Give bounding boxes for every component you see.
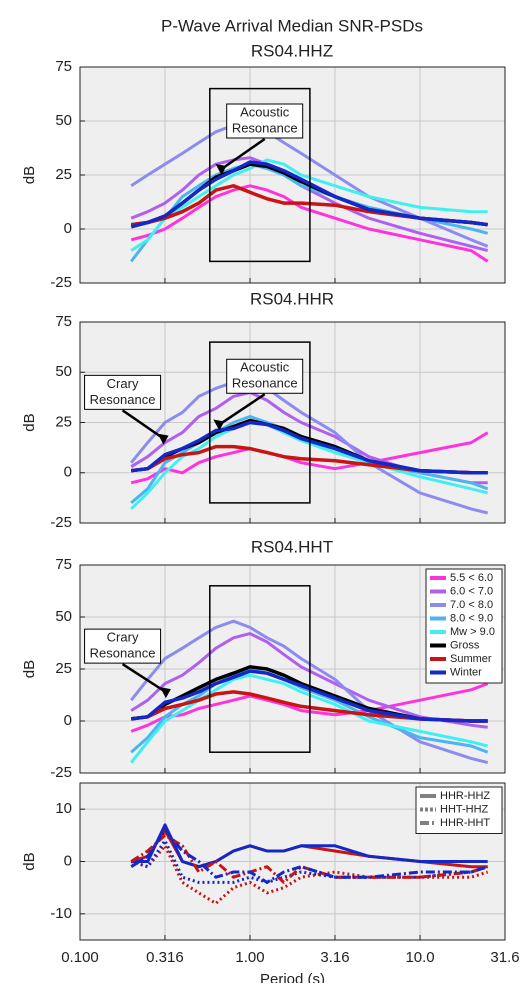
data-line xyxy=(130,632,488,729)
y-tick-label: 50 xyxy=(55,608,72,625)
legend-box xyxy=(425,568,503,684)
y-tick-label: 25 xyxy=(55,660,72,677)
annotation-text: Resonance xyxy=(232,376,298,391)
y-tick-label: -25 xyxy=(50,514,72,531)
data-line xyxy=(130,420,488,475)
legend-label: Gross xyxy=(450,639,480,651)
data-line xyxy=(130,673,489,764)
y-tick-label: 0 xyxy=(64,712,72,729)
legend-label: 5.5 < 6.0 xyxy=(450,572,493,584)
x-tick-label: 0.100 xyxy=(61,949,99,966)
annotation-box xyxy=(226,103,304,139)
legend-label: HHR-HHT xyxy=(440,817,490,829)
annotation-arrow xyxy=(121,409,165,440)
x-tick-label: 10.0 xyxy=(405,949,434,966)
legend-label: 6.0 < 7.0 xyxy=(450,585,493,597)
legend-label: Winter xyxy=(450,666,482,678)
y-tick-label: 75 xyxy=(55,556,72,573)
annotation-box xyxy=(226,358,304,394)
annotation-arrowhead xyxy=(215,164,227,175)
legend-label: HHR-HHZ xyxy=(440,790,490,802)
y-tick-label: 0 xyxy=(64,220,72,237)
y-axis-label: dB xyxy=(21,852,38,870)
legend-label: HHT-HHZ xyxy=(440,803,489,815)
y-tick-label: 75 xyxy=(55,58,72,75)
axes-frame xyxy=(79,321,506,524)
plot-lines xyxy=(130,380,489,515)
x-tick-label: 1.00 xyxy=(235,949,264,966)
annotation-box xyxy=(84,374,162,410)
y-tick-label: 50 xyxy=(55,112,72,129)
axes-frame xyxy=(79,564,506,774)
annotation-text: Resonance xyxy=(232,120,298,135)
legend-label: Mw > 9.0 xyxy=(450,626,495,638)
data-line xyxy=(130,444,488,475)
y-tick-label: 75 xyxy=(55,313,72,330)
y-tick-label: 25 xyxy=(55,166,72,183)
annotation-box xyxy=(84,628,162,664)
annotation-arrowhead xyxy=(159,687,171,699)
x-tick-label: 0.316 xyxy=(146,949,184,966)
annotation-text: Crary xyxy=(107,630,139,645)
annotation-arrow xyxy=(220,137,266,171)
x-tick-label: 31.6 xyxy=(490,949,519,966)
highlight-box xyxy=(209,87,311,263)
data-line xyxy=(130,690,488,723)
legend-label: 7.0 < 8.0 xyxy=(450,599,493,611)
x-axis-label: Period (s) xyxy=(260,971,325,983)
plot-lines xyxy=(130,119,489,263)
data-line xyxy=(130,669,488,723)
plot-lines xyxy=(130,619,489,765)
data-line xyxy=(130,156,489,253)
y-axis-label: dB xyxy=(21,166,38,184)
y-tick-label: 0 xyxy=(64,464,72,481)
annotation-arrowhead xyxy=(213,419,225,431)
annotation-arrow xyxy=(121,663,167,694)
y-axis-label: dB xyxy=(21,413,38,431)
y-tick-label: -25 xyxy=(50,274,72,291)
plot-lines xyxy=(130,823,489,905)
x-tick-label: 3.16 xyxy=(320,949,349,966)
data-line xyxy=(131,823,488,869)
data-line xyxy=(130,844,489,905)
data-line xyxy=(130,160,488,229)
highlight-box xyxy=(209,585,311,753)
y-tick-label: -25 xyxy=(50,764,72,781)
annotation-text: Acoustic xyxy=(240,104,290,119)
axes-frame xyxy=(79,66,506,284)
legend-label: Summer xyxy=(450,653,492,665)
annotation-text: Crary xyxy=(107,376,139,391)
y-tick-label: 25 xyxy=(55,413,72,430)
panel-title: RS04.HHR xyxy=(250,289,334,308)
panel-title: RS04.HHT xyxy=(251,537,333,556)
panel-title: RS04.HHZ xyxy=(251,41,333,60)
annotation-text: Acoustic xyxy=(240,360,290,375)
y-tick-label: -10 xyxy=(50,905,72,922)
legend-label: 8.0 < 9.0 xyxy=(450,612,493,624)
y-tick-label: 10 xyxy=(55,800,72,817)
highlight-box xyxy=(209,341,311,504)
annotation-text: Resonance xyxy=(90,646,156,661)
y-tick-label: 0 xyxy=(64,852,72,869)
y-axis-label: dB xyxy=(21,660,38,678)
annotation-arrow xyxy=(218,393,266,426)
y-tick-label: 50 xyxy=(55,363,72,380)
data-line xyxy=(130,184,489,263)
annotation-arrowhead xyxy=(157,433,169,445)
axes-frame xyxy=(79,782,506,941)
data-line xyxy=(130,828,489,884)
annotation-text: Resonance xyxy=(90,392,156,407)
figure-title: P-Wave Arrival Median SNR-PSDs xyxy=(161,16,423,35)
